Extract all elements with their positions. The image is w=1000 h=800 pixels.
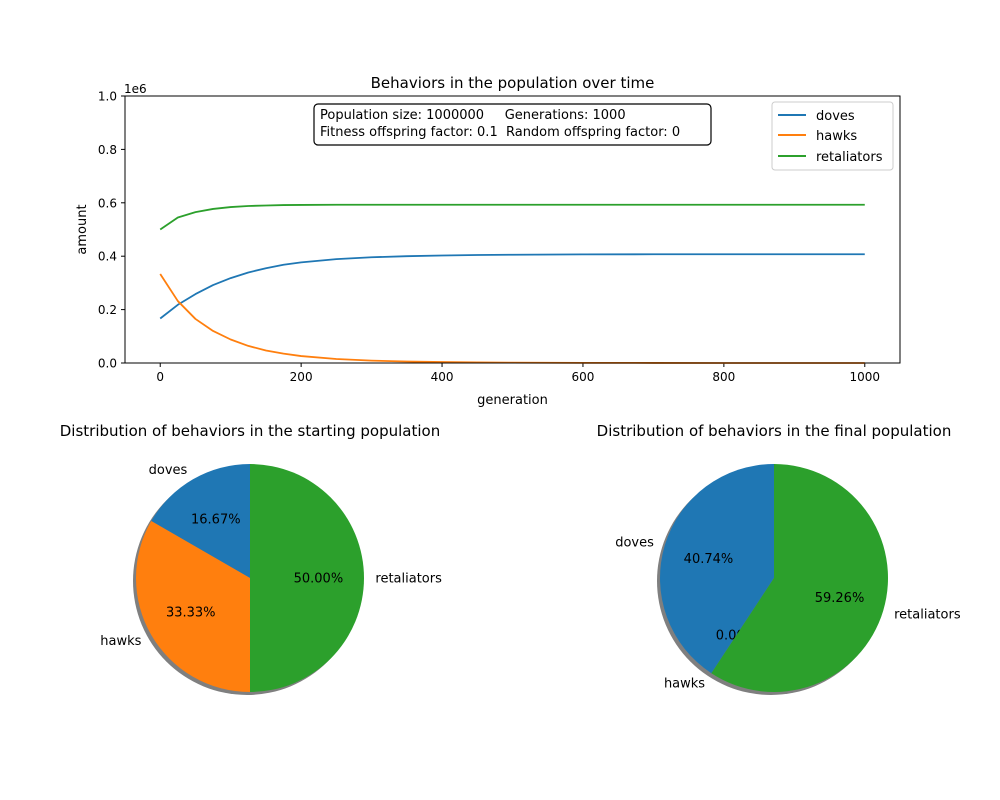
x-tick-label: 600 (572, 370, 595, 384)
series-line-retaliators (159, 203, 865, 231)
pie-chart-final: Distribution of behaviors in the final p… (597, 422, 961, 695)
pie-start-label-retaliators: retaliators (375, 572, 442, 587)
line-chart-title: Behaviors in the population over time (371, 74, 655, 92)
pie-start-slices: doves 16.67% hawks 33.33% retaliators 50.00% (100, 463, 442, 695)
pie-start-label-doves: doves (149, 463, 188, 478)
x-tick-label: 800 (712, 370, 735, 384)
y-offset-text: 1e6 (124, 82, 147, 96)
pie-start-pct-retaliators: 50.00% (294, 572, 344, 587)
plot-frame (124, 95, 901, 364)
pie-final-pct-retaliators: 59.26% (815, 591, 865, 606)
pie-start-pct-hawks: 33.33% (166, 606, 216, 621)
y-tick-label: 0.4 (98, 250, 117, 264)
y-axis-label: amount (75, 204, 90, 254)
pie-chart-start: Distribution of behaviors in the startin… (60, 422, 442, 695)
pie-final-pct-doves: 40.74% (684, 552, 734, 567)
info-box-line: Population size: 1000000 Generations: 10… (320, 108, 626, 123)
line-chart: Behaviors in the population over time 1e… (75, 74, 901, 408)
pie-start-label-hawks: hawks (100, 634, 141, 649)
x-tick-label: 0 (156, 370, 164, 384)
pie-start-slice-hawks (135, 521, 250, 692)
pie-final-slice-retaliators (711, 464, 889, 693)
legend: doves hawks retaliators (771, 101, 894, 171)
y-tick-label: 0.8 (98, 143, 117, 157)
pie-start-slice-doves (151, 464, 250, 578)
y-tick-label: 1.0 (98, 90, 117, 104)
x-tick-label: 1000 (849, 370, 880, 384)
pie-start-slice-retaliators (250, 464, 364, 692)
pie-start-pct-doves: 16.67% (191, 512, 241, 527)
axis-ticks: 0 200 400 600 800 1000 0.0 0.2 0.4 0.6 0.8 1.0 (98, 90, 880, 385)
legend-label-doves: doves (816, 109, 855, 124)
legend-label-hawks: hawks (816, 129, 857, 144)
pie-final-label-retaliators: retaliators (894, 607, 961, 622)
pie-final-title: Distribution of behaviors in the final p… (597, 422, 952, 440)
pie-final-label-hawks: hawks (664, 676, 705, 691)
x-axis-label: generation (477, 393, 548, 408)
y-tick-label: 0.2 (98, 303, 117, 317)
x-tick-label: 200 (290, 370, 313, 384)
series-line-doves (159, 253, 865, 320)
pie-final-label-doves: doves (615, 536, 654, 551)
y-tick-label: 0.6 (98, 196, 117, 210)
pie-start-title: Distribution of behaviors in the startin… (60, 422, 440, 440)
info-box-frame (313, 103, 712, 146)
info-box: Population size: 1000000 Generations: 10… (313, 103, 712, 146)
info-box-line: Fitness offspring factor: 0.1 Random off… (320, 125, 680, 140)
pie-final-slice-doves (660, 464, 774, 674)
legend-frame (771, 101, 894, 171)
y-tick-label: 0.0 (98, 357, 117, 371)
legend-label-retaliators: retaliators (816, 150, 883, 165)
x-tick-label: 400 (431, 370, 454, 384)
